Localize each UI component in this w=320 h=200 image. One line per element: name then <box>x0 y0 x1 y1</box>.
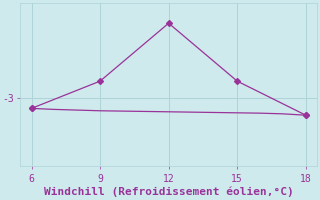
X-axis label: Windchill (Refroidissement éolien,°C): Windchill (Refroidissement éolien,°C) <box>44 187 293 197</box>
